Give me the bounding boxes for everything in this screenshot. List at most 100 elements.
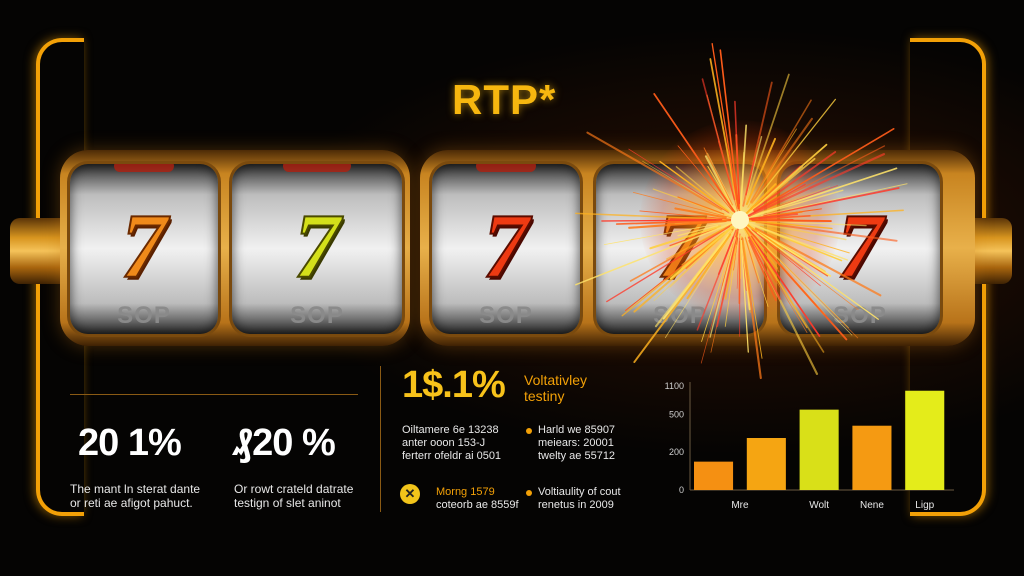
- spark-ray: [744, 153, 886, 219]
- spark-ray: [734, 100, 741, 205]
- spark-ray: [739, 124, 748, 211]
- spark-ray: [707, 165, 728, 200]
- spark-ray: [628, 219, 727, 229]
- spark-ray: [719, 49, 740, 210]
- spark-ray: [740, 239, 749, 353]
- spark-ray: [760, 183, 908, 216]
- spark-ray: [754, 157, 816, 209]
- divider-vertical: [380, 366, 381, 512]
- x-tick-label: Nene: [860, 500, 884, 511]
- bar: [746, 438, 786, 490]
- spark-ray: [754, 239, 779, 270]
- bullet-icon: [526, 428, 532, 434]
- y-tick-label: 500: [669, 409, 684, 419]
- spark-ray: [639, 210, 734, 220]
- spark-ray: [666, 228, 725, 260]
- note-line1: Voltiaulity of cout: [538, 486, 621, 498]
- spark-ray: [717, 236, 735, 275]
- info-col2-line1: Harld we 85907: [538, 424, 616, 436]
- spark-ray: [677, 145, 734, 212]
- spark-ray: [744, 225, 848, 341]
- spark-ray: [701, 78, 736, 201]
- spark-ray: [674, 207, 727, 219]
- spark-ray: [669, 226, 733, 280]
- spark-ray: [677, 196, 725, 215]
- spark-ray: [749, 98, 837, 209]
- y-tick-label: 200: [669, 447, 684, 457]
- divider: [70, 394, 358, 395]
- spark-burst-icon: [575, 42, 908, 380]
- spark-ray: [752, 219, 867, 227]
- spark-ray: [755, 221, 898, 242]
- spark-ray: [742, 240, 763, 359]
- spark-ray: [669, 225, 735, 288]
- stat-caption-2-line1: Or rowt crateld datrate: [234, 482, 354, 496]
- reel-label: SOP: [290, 302, 344, 329]
- spark-ray: [744, 235, 769, 307]
- bar: [694, 461, 734, 490]
- spark-ray: [681, 233, 723, 266]
- spark-ray: [750, 235, 821, 337]
- reel-top-mark: [476, 164, 536, 172]
- stat-value-1: 20 1%: [78, 422, 182, 464]
- spark-ray: [686, 233, 732, 300]
- reel-3: 7 SOP: [432, 164, 580, 334]
- spark-ray: [749, 225, 832, 277]
- spark-ray: [743, 226, 825, 353]
- icon-text-line2: coteorb ae 8559f: [436, 499, 519, 511]
- seven-symbol: 7: [293, 195, 341, 297]
- spark-ray: [749, 223, 849, 261]
- spark-ray: [741, 237, 762, 380]
- spark-ray: [606, 225, 731, 303]
- x-tick-label: Mre: [731, 500, 749, 511]
- close-circle-icon: ✕: [400, 484, 420, 504]
- reel-top-mark: [114, 164, 174, 172]
- volatility-heading-line1: Voltativley: [524, 372, 588, 388]
- spark-ray: [654, 230, 733, 328]
- info-col1-line3: ferterr ofeldr ai 0501: [402, 450, 502, 462]
- spark-ray: [754, 181, 783, 207]
- spark-ray: [750, 167, 898, 218]
- spark-ray: [759, 225, 850, 254]
- spark-ray: [749, 99, 812, 203]
- volatility-value: 1$.1%: [402, 364, 506, 406]
- info-col2-line3: twelty ae 55712: [538, 450, 616, 462]
- spark-ray: [748, 239, 777, 302]
- spark-ray: [703, 147, 733, 206]
- spark-ray: [745, 73, 790, 201]
- spark-ray: [711, 42, 739, 210]
- reel-label: SOP: [479, 302, 533, 329]
- stat-caption-1-line1: The mant ln sterat dante: [70, 482, 201, 496]
- spark-ray: [586, 131, 723, 211]
- stat-caption-2-line2: testign of slet aninot: [234, 496, 341, 510]
- spark-ray: [653, 93, 736, 213]
- spark-ray: [751, 219, 832, 223]
- spark-ray: [756, 231, 879, 320]
- spark-ray: [669, 227, 718, 247]
- spark-core: [731, 211, 749, 229]
- bar: [905, 390, 945, 490]
- seven-symbol: 7: [120, 195, 168, 297]
- info-col2-line2: meiears: 20001: [538, 437, 614, 449]
- spark-ray: [628, 148, 730, 214]
- spark-ray: [747, 220, 833, 230]
- spark-ray: [752, 145, 886, 214]
- spark-ray: [724, 244, 737, 327]
- spark-ray: [763, 187, 900, 217]
- reel-label: SOP: [117, 302, 171, 329]
- spark-ray: [754, 222, 847, 241]
- spark-ray: [746, 186, 831, 218]
- spark-ray: [709, 237, 737, 338]
- spark-ray: [709, 58, 739, 208]
- bar: [852, 425, 892, 490]
- spark-ray: [745, 156, 756, 196]
- spark-ray: [744, 224, 849, 329]
- spark-ray: [754, 227, 882, 297]
- reel-2: 7 SOP: [232, 164, 402, 334]
- note-line2: renetus in 2009: [538, 499, 614, 511]
- spark-ray: [758, 226, 843, 262]
- spark-ray: [649, 225, 722, 250]
- volatility-heading-line2: testiny: [524, 388, 565, 404]
- bar: [799, 409, 839, 490]
